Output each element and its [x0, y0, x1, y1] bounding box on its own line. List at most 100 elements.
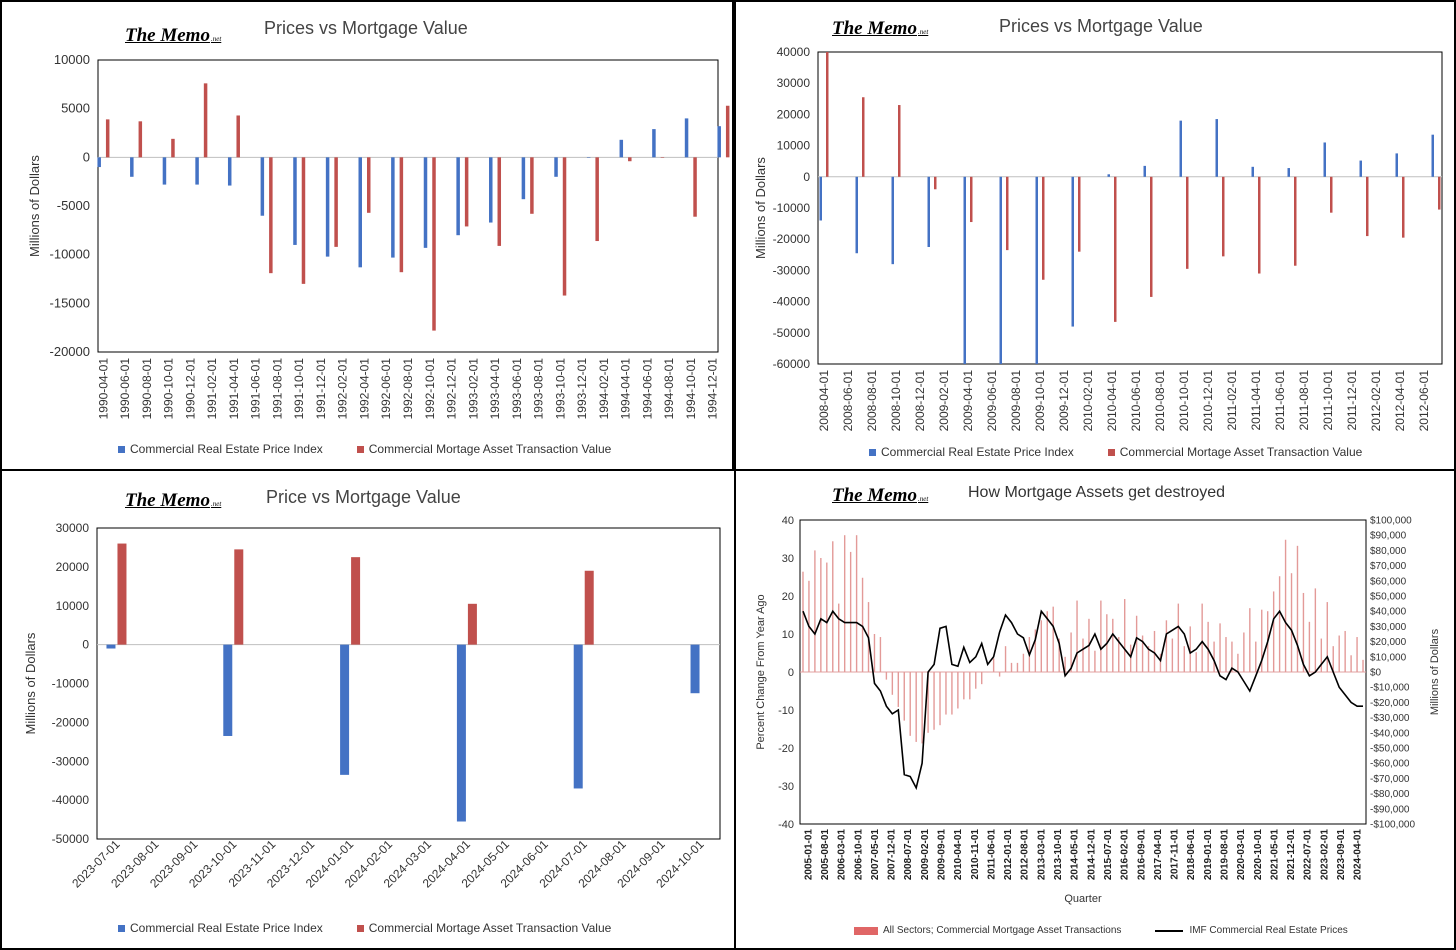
- bar-mortgage: [897, 672, 900, 707]
- x-tick-label: 2023-09-01: [1336, 829, 1347, 881]
- y2-tick-label: $10,000: [1370, 652, 1407, 663]
- y-axis-label: Millions of Dollars: [753, 157, 768, 259]
- y-tick-label: -60000: [773, 357, 811, 371]
- x-tick-label: 2008-12-01: [913, 370, 927, 432]
- x-tick-label: 1994-04-01: [619, 358, 633, 420]
- bar-mortgage: [873, 634, 876, 672]
- bar-chart-1990s: 10000 5000 0 -5000 -10000 -15000 -20000 1990-04…: [27, 52, 730, 420]
- bar-mortgage: [1201, 603, 1203, 672]
- bar-price: [1035, 176, 1038, 364]
- y2-tick-label: -$90,000: [1370, 804, 1410, 815]
- bar-price: [1179, 120, 1182, 177]
- x-tick-label: 1994-06-01: [640, 358, 654, 420]
- bar-mortgage: [1213, 641, 1215, 672]
- x-tick-label: 2016-09-01: [1136, 829, 1147, 881]
- x-tick-label: 1990-10-01: [162, 358, 176, 420]
- x-tick-label: 2024-04-01: [1353, 829, 1364, 881]
- x-tick-label: 2009-04-01: [961, 370, 975, 432]
- bar-price: [340, 644, 350, 775]
- x-tick-label: 2011-06-01: [1273, 370, 1287, 431]
- bar-mortgage: [1052, 606, 1054, 672]
- y-tick-label: -10: [778, 705, 794, 717]
- bar-mortgage: [1272, 591, 1275, 672]
- x-tick-label: 1991-10-01: [292, 358, 306, 420]
- bar-mortgage: [933, 672, 935, 730]
- x-tick-label: 2012-04-01: [1393, 370, 1407, 432]
- x-tick-label: 2012-01-01: [1003, 829, 1014, 881]
- x-tick-label: 2007-12-01: [887, 829, 898, 881]
- bar-mortgage: [105, 119, 110, 158]
- x-tick-label: 2023-02-01: [1319, 829, 1330, 881]
- x-tick-label: 2008-06-01: [841, 370, 855, 432]
- bar-price: [423, 157, 428, 248]
- bar-price: [293, 157, 297, 245]
- bar-mortgage: [915, 672, 917, 742]
- x-tick-label: 2005-01-01: [803, 829, 814, 881]
- bar-price: [227, 157, 232, 186]
- bar-mortgage: [885, 672, 888, 680]
- x-tick-label: 1993-10-01: [553, 358, 567, 420]
- bar-mortgage: [1326, 602, 1328, 672]
- bar-mortgage: [628, 157, 632, 162]
- legend-swatch-line: [1155, 929, 1184, 932]
- y-tick-label: 30000: [56, 521, 90, 535]
- bar-mortgage: [1016, 662, 1019, 672]
- brand-logo: The Memo.net: [125, 490, 221, 512]
- bar-price: [1287, 168, 1290, 177]
- bar-mortgage: [432, 157, 436, 331]
- bar-price: [891, 176, 894, 265]
- y-tick-label: 0: [82, 638, 89, 652]
- bar-mortgage: [861, 577, 864, 672]
- bar-mortgage: [898, 105, 901, 177]
- bar-price: [106, 644, 116, 649]
- bar-mortgage: [855, 535, 858, 672]
- x-tick-label: 2008-08-01: [865, 370, 879, 432]
- x-tick-label: 2011-10-01: [1321, 370, 1335, 431]
- brand-suffix: .net: [917, 495, 929, 503]
- bar-mortgage: [1350, 655, 1352, 672]
- x-tick-label: 1993-04-01: [488, 358, 502, 420]
- bar-price: [819, 176, 822, 221]
- y2-tick-label: -$30,000: [1370, 713, 1410, 724]
- bar-mortgage: [843, 535, 846, 672]
- x-tick-label: 2009-10-01: [1033, 370, 1047, 432]
- bar-mortgage: [203, 83, 208, 158]
- x-tick-label: 2021-12-01: [1286, 829, 1297, 881]
- bar-mortgage: [1042, 176, 1045, 280]
- x-tick-label: 2022-07-01: [1303, 829, 1314, 881]
- bar-mortgage: [951, 672, 953, 715]
- bar-price: [999, 176, 1002, 364]
- x-tick-label: 2011-08-01: [1297, 370, 1311, 431]
- x-tick-label: 2015-07-01: [1103, 829, 1114, 881]
- bar-mortgage: [903, 672, 905, 721]
- bar-price: [652, 129, 656, 158]
- bar-mortgage: [1135, 615, 1138, 672]
- legend-swatch-price: [869, 448, 876, 456]
- bar-mortgage: [1183, 646, 1185, 672]
- bar-mortgage: [1159, 653, 1162, 672]
- bar-mortgage: [1082, 638, 1084, 672]
- bar-mortgage: [1010, 662, 1013, 672]
- bar-price: [927, 176, 930, 247]
- bar-mortgage: [1153, 630, 1156, 672]
- x-tick-label: 2013-10-01: [1053, 829, 1064, 881]
- bar-mortgage: [1366, 176, 1369, 237]
- bar-mortgage: [1112, 618, 1114, 672]
- bar-mortgage: [1040, 620, 1042, 672]
- bar-mortgage: [1124, 599, 1126, 672]
- y-tick-label: 10000: [777, 139, 811, 153]
- x-tick-label: 2020-03-01: [1236, 829, 1247, 881]
- x-tick-label: 2011-04-01: [1249, 370, 1263, 431]
- x-tick-label: 2006-03-01: [837, 829, 848, 881]
- bar-mortgage: [1004, 646, 1007, 672]
- y-tick-label: -40000: [773, 295, 811, 309]
- chart-panel-2023: The Memo.net Price vs Mortgage Value 300…: [0, 469, 736, 950]
- legend-label-mortgage: Commercial Mortage Asset Transaction Val…: [1119, 445, 1363, 459]
- bar-price: [489, 157, 493, 223]
- legend-label-line: IMF Commercial Real Estate Prices: [1189, 925, 1348, 936]
- y-tick-label: -10000: [52, 677, 90, 691]
- bar-mortgage: [945, 672, 947, 715]
- brand-name: The Memo: [832, 485, 917, 506]
- x-tick-label: 2010-06-01: [1129, 370, 1143, 432]
- y2-tick-label: -$100,000: [1370, 820, 1415, 831]
